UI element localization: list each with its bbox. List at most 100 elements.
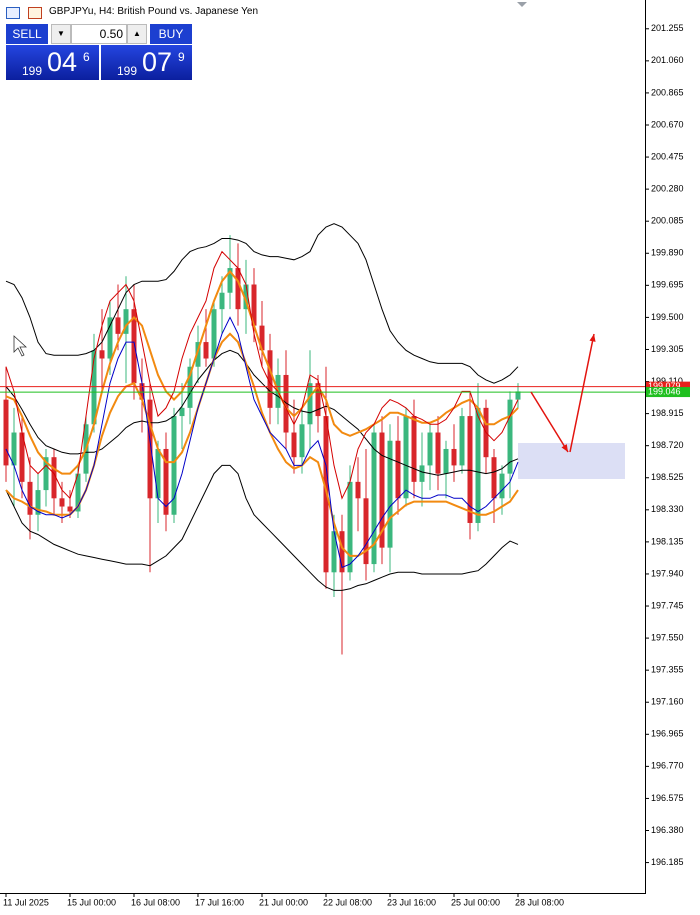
bid-label: 199.046 <box>648 386 681 396</box>
lot-decrease[interactable]: ▼ <box>51 24 71 44</box>
x-tick-label: 17 Jul 16:00 <box>195 897 244 907</box>
candle-body <box>171 416 177 515</box>
candle-body <box>419 465 425 482</box>
chart-title: GBPJPYu, H4: British Pound vs. Japanese … <box>49 6 259 17</box>
y-tick-label: 198.525 <box>651 472 684 482</box>
indicator-line <box>5 464 519 591</box>
y-tick-label: 196.965 <box>651 729 684 739</box>
indicator-line <box>5 349 519 476</box>
candle-body <box>435 432 441 474</box>
candle-body <box>131 309 137 384</box>
candle-body <box>315 383 321 417</box>
candle-body <box>459 416 465 466</box>
lot-increase[interactable]: ▲ <box>127 24 147 44</box>
candle-body <box>403 416 409 499</box>
bid-big: 199 <box>22 64 43 78</box>
candle-body <box>291 432 297 458</box>
arrow-line <box>569 333 595 453</box>
candle-body <box>395 440 401 499</box>
candle-body <box>467 416 473 523</box>
candle-body <box>115 317 121 334</box>
chart-icon[interactable] <box>28 7 42 19</box>
y-tick-label: 197.745 <box>651 600 684 610</box>
candle-body <box>3 399 9 466</box>
candle-body <box>499 473 505 499</box>
bid-box[interactable]: 199 04 6 <box>6 45 99 80</box>
y-tick-label: 198.915 <box>651 408 684 418</box>
candle-body <box>475 407 481 523</box>
y-tick-label: 198.720 <box>651 440 684 450</box>
y-tick-label: 199.890 <box>651 248 684 258</box>
candle-body <box>243 284 249 310</box>
candle-body <box>507 399 513 474</box>
indicator-line <box>5 250 519 500</box>
candle-body <box>299 424 305 458</box>
x-tick-label: 22 Jul 08:00 <box>323 897 372 907</box>
arrow-head <box>561 444 568 452</box>
ask-box[interactable]: 199 07 9 <box>101 45 192 80</box>
buy-button[interactable]: BUY <box>150 24 192 44</box>
y-tick-label: 196.770 <box>651 761 684 771</box>
candle-body <box>411 416 417 482</box>
candle-body <box>155 448 161 499</box>
x-tick-label: 21 Jul 00:00 <box>259 897 308 907</box>
y-tick-label: 201.060 <box>651 55 684 65</box>
candle-body <box>107 317 113 359</box>
candle-body <box>363 498 369 565</box>
shift-marker <box>517 2 527 7</box>
candle-body <box>371 432 377 565</box>
candle-body <box>179 407 185 417</box>
candle-body <box>51 457 57 499</box>
ask-label-box <box>646 381 690 392</box>
ask-label: 199.079 <box>648 381 681 391</box>
y-tick-label: 197.940 <box>651 568 684 578</box>
mouse-cursor <box>13 335 28 357</box>
candle-body <box>251 284 257 326</box>
arrow-line <box>530 391 569 453</box>
y-tick-label: 200.085 <box>651 216 684 226</box>
y-tick-label: 199.500 <box>651 312 684 322</box>
x-tick-label: 16 Jul 08:00 <box>131 897 180 907</box>
candle-body <box>195 342 201 367</box>
y-tick-label: 199.305 <box>651 344 684 354</box>
candle-body <box>123 309 129 334</box>
lot-input[interactable]: 0.50 <box>71 24 127 44</box>
y-tick-label: 196.575 <box>651 793 684 803</box>
candle-body <box>11 432 17 466</box>
candle-body <box>307 383 313 425</box>
arrow-head <box>589 334 596 342</box>
indicator-line <box>5 223 519 384</box>
bid-point: 6 <box>83 50 90 64</box>
candle-body <box>515 391 521 400</box>
x-tick-label: 28 Jul 08:00 <box>515 897 564 907</box>
candle-body <box>267 350 273 408</box>
candle-body <box>99 350 105 359</box>
y-tick-label: 196.185 <box>651 857 684 867</box>
y-tick-label: 198.135 <box>651 536 684 546</box>
y-tick-label: 199.695 <box>651 280 684 290</box>
y-tick-label: 201.255 <box>651 23 684 33</box>
candle-body <box>491 457 497 499</box>
indicator-line <box>5 316 519 569</box>
y-tick-label: 196.380 <box>651 825 684 835</box>
candle-body <box>355 481 361 499</box>
candle-body <box>27 481 33 515</box>
candle-body <box>227 268 233 293</box>
sell-button[interactable]: SELL <box>6 24 48 44</box>
y-tick-label: 197.550 <box>651 632 684 642</box>
candle-body <box>35 490 41 515</box>
candle-body <box>219 292 225 310</box>
x-tick-label: 25 Jul 00:00 <box>451 897 500 907</box>
y-tick-label: 200.670 <box>651 119 684 129</box>
candle-body <box>75 473 81 512</box>
x-tick-label: 11 Jul 2025 <box>3 897 49 907</box>
candle-body <box>451 448 457 466</box>
candle-body <box>443 448 449 474</box>
candle-body <box>147 399 153 499</box>
menu-icon[interactable] <box>6 7 20 19</box>
bid-label-box <box>646 387 690 398</box>
candle-body <box>387 440 393 548</box>
candle-body <box>67 506 73 512</box>
